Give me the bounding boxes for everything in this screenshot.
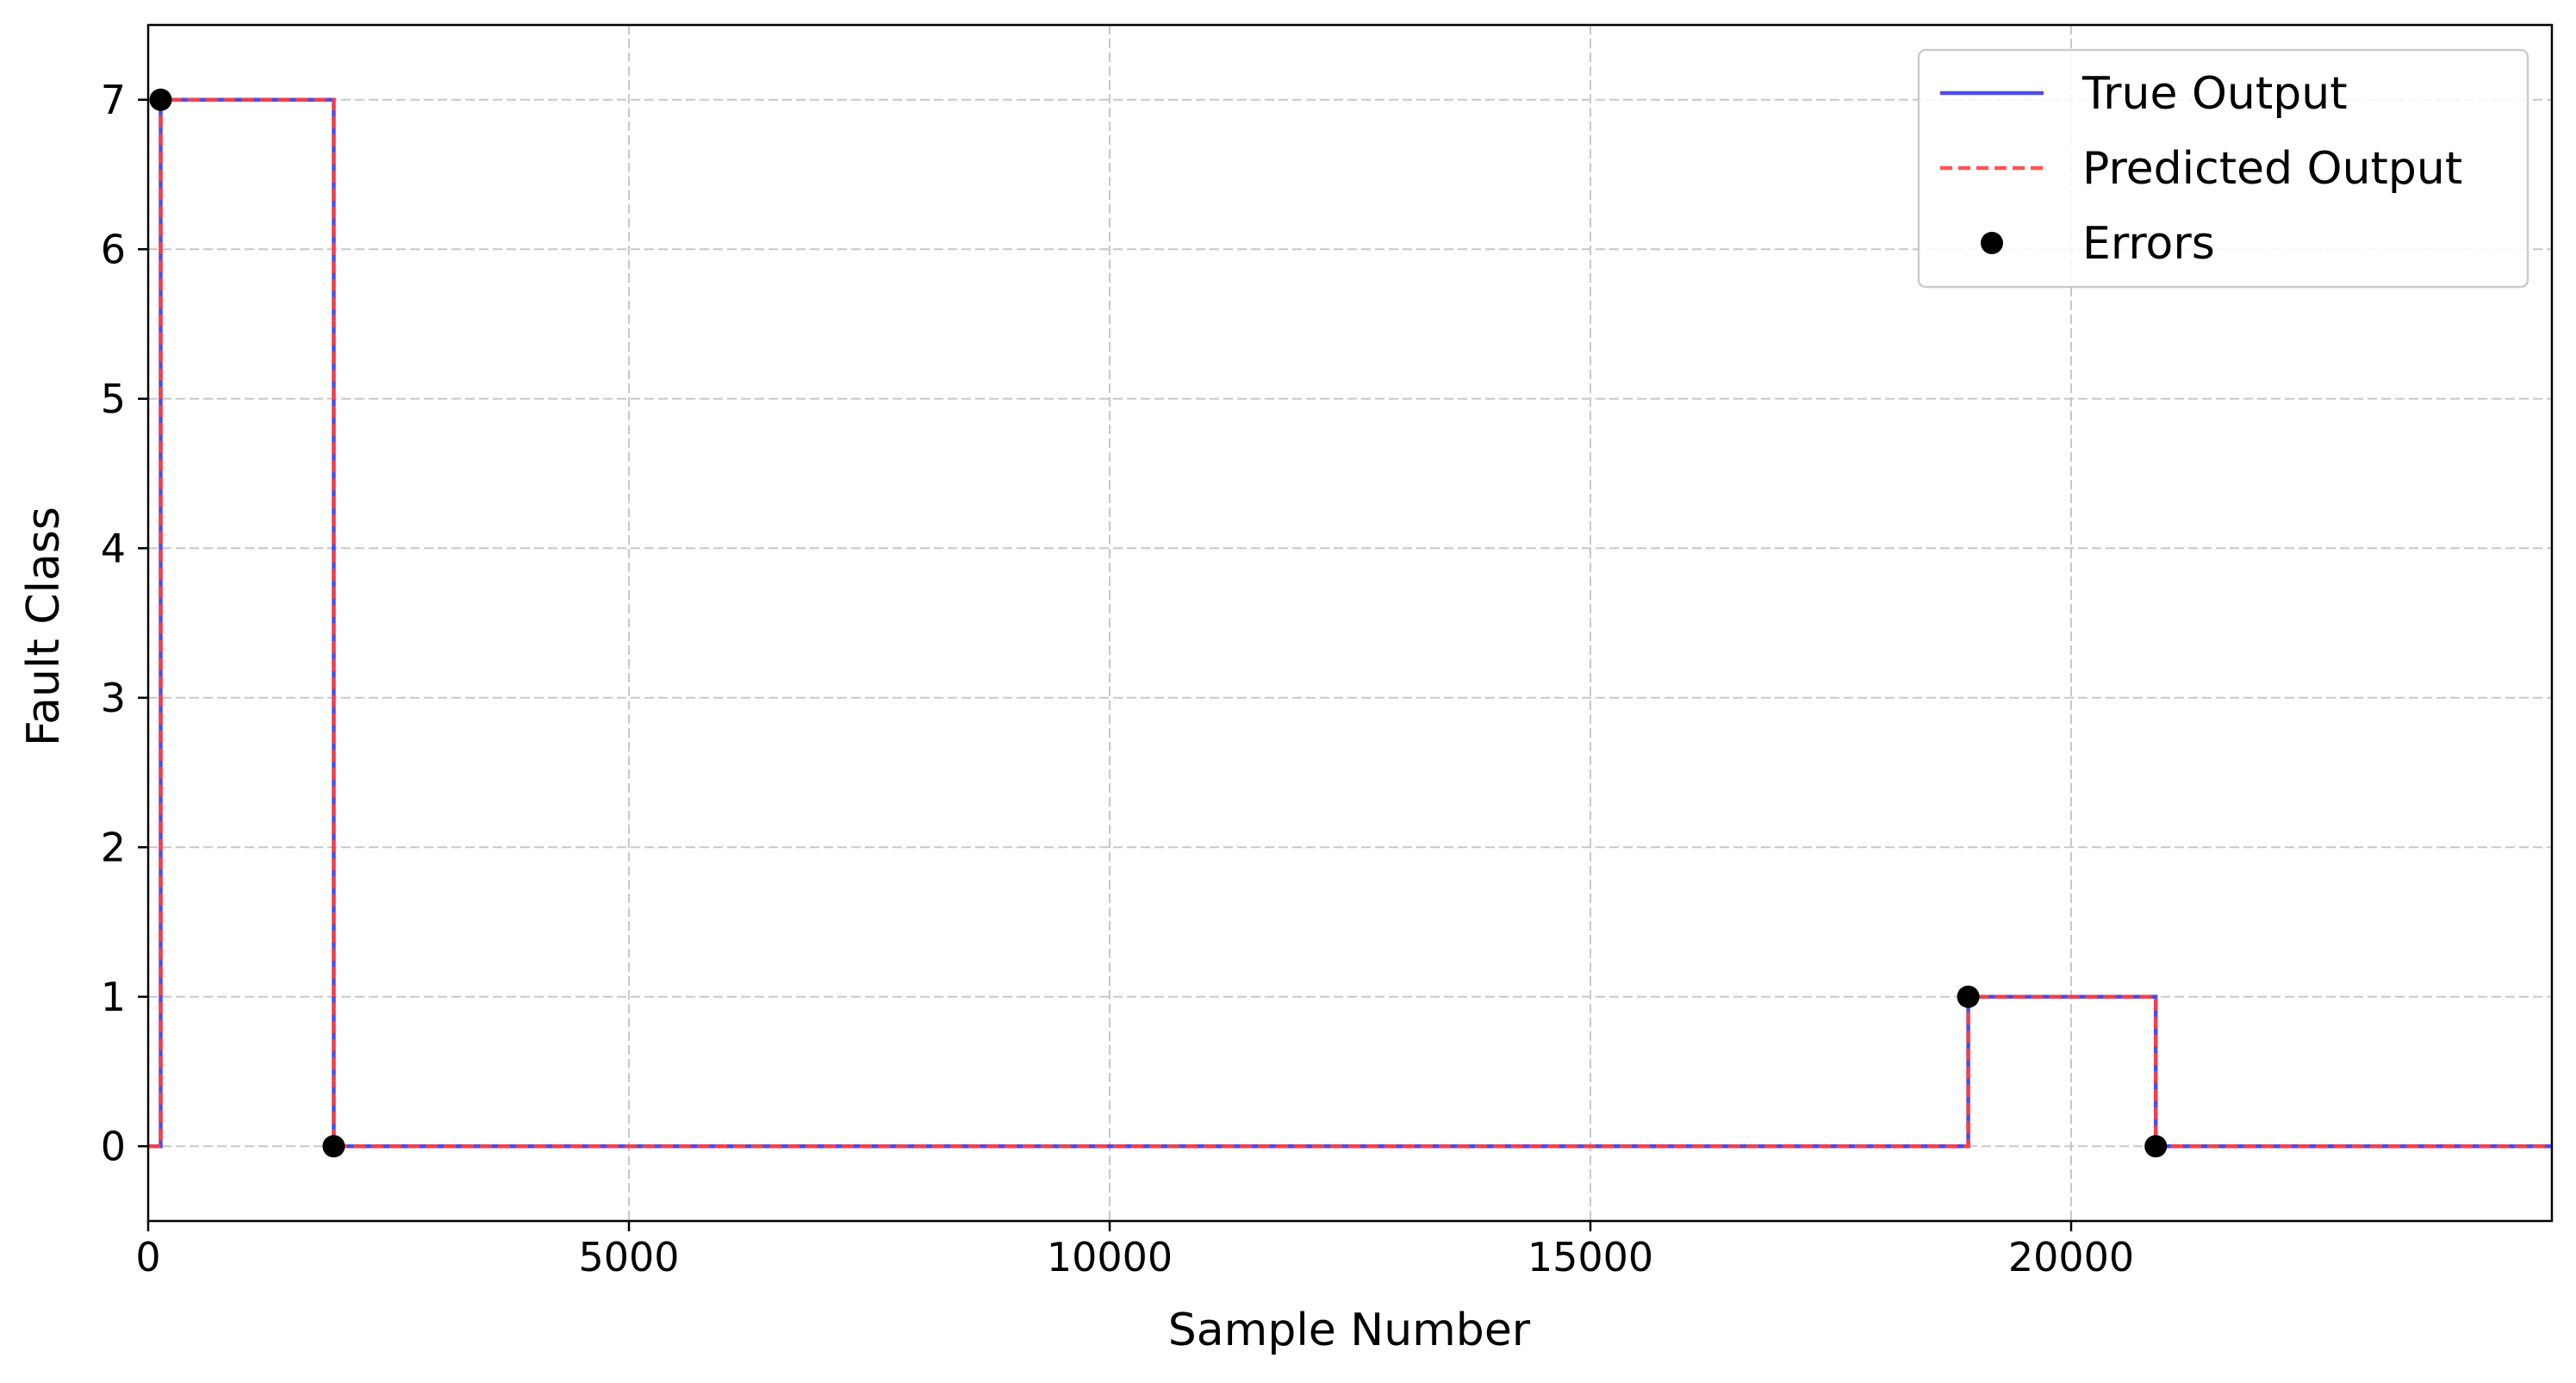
x-tick-label: 5000 [578, 1234, 679, 1280]
y-axis-ticks: 0 1 2 3 4 5 6 7 [101, 77, 148, 1169]
y-tick-label: 1 [101, 974, 126, 1020]
y-tick-label: 3 [101, 675, 126, 721]
x-tick-label: 10000 [1047, 1234, 1173, 1280]
error-markers [149, 88, 2168, 1158]
x-tick-label: 0 [135, 1234, 160, 1280]
plot-lines [148, 97, 2552, 1149]
y-tick-label: 6 [101, 226, 126, 272]
x-axis-ticks: 0 5000 10000 15000 20000 [135, 1221, 2134, 1280]
legend-label: Predicted Output [2082, 143, 2462, 195]
x-tick-label: 20000 [2008, 1234, 2134, 1280]
x-tick-label: 15000 [1528, 1234, 1653, 1280]
error-point [149, 88, 172, 111]
legend: True Output Predicted Output Errors [1917, 48, 2529, 289]
y-tick-label: 0 [101, 1123, 126, 1169]
y-tick-label: 4 [101, 525, 126, 571]
x-axis-label: Sample Number [1168, 1305, 1531, 1356]
legend-box [1917, 48, 2529, 289]
error-point [2144, 1135, 2168, 1158]
y-axis-label: Fault Class [18, 507, 70, 746]
error-point [322, 1135, 345, 1158]
plot-frame [146, 23, 2554, 1223]
y-tick-label: 7 [101, 77, 126, 123]
legend-label: True Output [2081, 68, 2348, 120]
error-point [1957, 985, 1980, 1008]
y-tick-label: 2 [101, 824, 126, 870]
legend-label: Errors [2082, 218, 2215, 270]
legend-swatch [1981, 232, 2003, 254]
y-tick-label: 5 [101, 376, 126, 422]
series-line-predicted [148, 97, 2552, 1149]
